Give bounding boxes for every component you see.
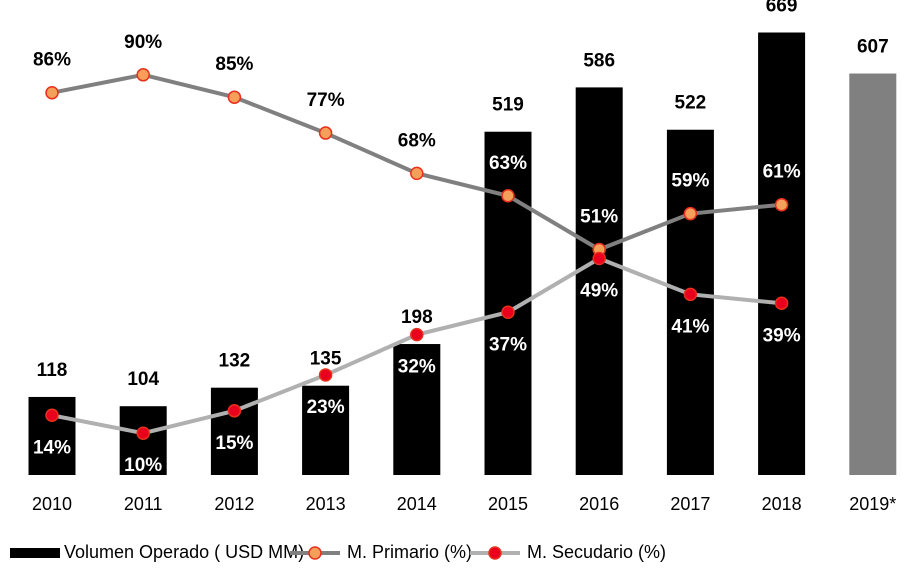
line-value-label: 51% — [580, 207, 618, 228]
bar-value-label: 519 — [492, 95, 524, 116]
line-value-label: 61% — [763, 162, 801, 183]
bar — [119, 406, 167, 475]
bar-value-label: 104 — [127, 369, 159, 390]
legend-label: M. Secudario (%) — [527, 542, 666, 562]
line-marker — [592, 251, 606, 266]
x-tick-label: 2011 — [124, 494, 163, 514]
line-marker — [227, 90, 242, 104]
line-marker — [318, 368, 333, 382]
line-marker — [501, 305, 515, 319]
bar-value-label: 669 — [766, 0, 798, 17]
legend-marker — [488, 546, 502, 560]
line-value-label: 68% — [398, 130, 436, 151]
line-marker — [227, 404, 242, 418]
bar — [302, 385, 350, 475]
line-value-label: 49% — [580, 280, 618, 301]
line-marker — [318, 126, 333, 140]
line-marker — [501, 189, 515, 203]
line-value-label: 86% — [33, 50, 71, 71]
bar-value-label: 132 — [219, 351, 251, 372]
line-value-label: 77% — [307, 90, 345, 111]
line-marker — [683, 206, 698, 221]
line-marker — [774, 197, 789, 212]
line-value-label: 23% — [307, 397, 345, 418]
line-marker — [410, 166, 424, 181]
line-value-label: 41% — [671, 316, 709, 337]
line-value-label: 85% — [215, 54, 253, 75]
line-marker — [774, 296, 789, 311]
bar — [575, 87, 623, 475]
x-tick-label: 2017 — [670, 494, 710, 514]
line-value-label: 63% — [489, 153, 527, 174]
x-tick-label: 2019* — [849, 494, 896, 514]
line-marker — [136, 68, 150, 82]
line-value-label: 59% — [671, 171, 709, 192]
x-tick-label: 2014 — [397, 494, 437, 514]
x-tick-label: 2016 — [579, 494, 619, 514]
bar-value-label: 607 — [857, 37, 889, 58]
bar — [758, 32, 806, 476]
x-tick-label: 2012 — [214, 494, 254, 514]
bar — [393, 344, 441, 475]
line-marker — [683, 287, 698, 302]
line-marker — [136, 426, 150, 440]
x-tick-label: 2010 — [32, 494, 72, 514]
line-value-label: 10% — [124, 455, 162, 476]
legend-label: M. Primario (%) — [347, 542, 472, 562]
bar-value-label: 198 — [401, 307, 433, 328]
legend-marker — [308, 546, 322, 560]
bar — [210, 387, 258, 475]
bar-value-label: 586 — [583, 50, 615, 71]
line-value-label: 15% — [215, 433, 253, 454]
bar — [666, 129, 714, 475]
line-value-label: 14% — [33, 437, 71, 458]
x-tick-label: 2013 — [306, 494, 346, 514]
bar-value-label: 118 — [37, 360, 68, 381]
bar-value-label: 522 — [675, 93, 707, 114]
line-value-label: 32% — [398, 357, 436, 378]
x-tick-label: 2015 — [488, 494, 528, 514]
line-value-label: 39% — [763, 325, 801, 346]
bar — [849, 73, 897, 476]
line-value-label: 90% — [124, 32, 162, 53]
legend-label: Volumen Operado ( USD MM) — [64, 542, 304, 562]
line-value-label: 37% — [489, 334, 527, 355]
x-tick-label: 2018 — [762, 494, 802, 514]
bar-value-label: 135 — [310, 349, 342, 370]
line-marker — [410, 327, 424, 342]
line-marker — [45, 408, 59, 423]
line-marker — [45, 85, 59, 100]
legend-swatch — [10, 548, 60, 558]
